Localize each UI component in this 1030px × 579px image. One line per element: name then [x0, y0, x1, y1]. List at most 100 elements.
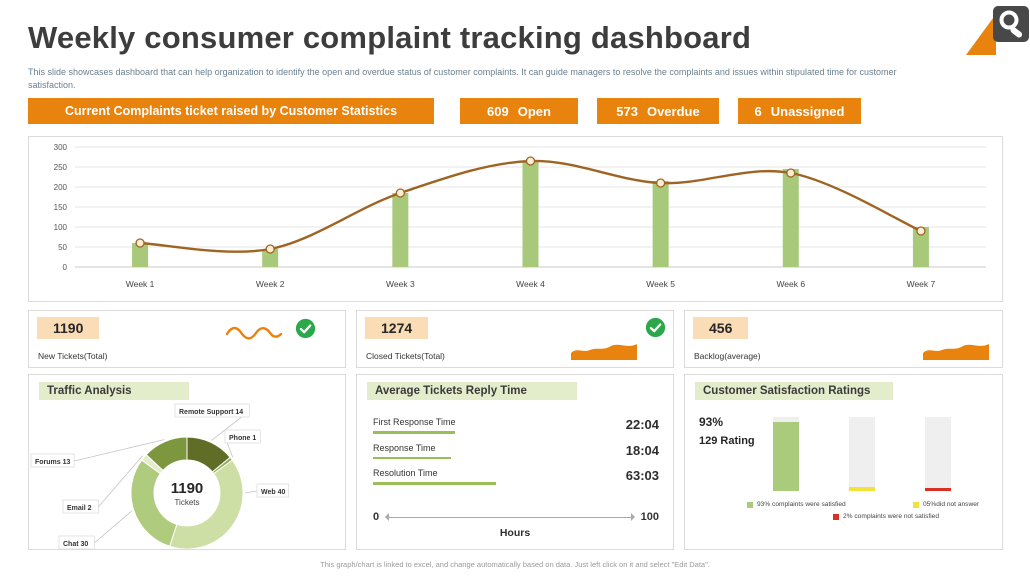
week-bar — [392, 193, 409, 267]
donut-center-label: Tickets — [174, 498, 199, 507]
svg-text:300: 300 — [54, 143, 68, 152]
satisfaction-bar-not-satisfied — [925, 417, 951, 491]
donut-label: Forums 13 — [35, 459, 71, 466]
scale-max-label: 100 — [640, 511, 659, 523]
open-label: Open — [517, 103, 551, 119]
donut-slice — [130, 459, 178, 547]
scale-line — [385, 513, 635, 521]
page-subtitle: This slide showcases dashboard that can … — [28, 67, 897, 90]
hours-axis-label: Hours — [499, 527, 531, 539]
unassigned-tickets-chip[interactable]: 6 Unassigned — [738, 98, 861, 124]
week-bar — [782, 169, 799, 267]
closed-tickets-label: Closed Tickets(Total) — [366, 351, 445, 361]
open-tickets-chip[interactable]: 609 Open — [460, 98, 578, 124]
trend-marker — [265, 244, 275, 254]
traffic-donut-chart: Remote Support 14 Phone 1 Web 40 Chat 30 Ema… — [30, 403, 289, 549]
new-tickets-value: 1190 — [37, 317, 100, 339]
reply-time-metric-label: Response Time — [373, 443, 451, 459]
satisfaction-bar-satisfied — [773, 417, 799, 491]
week-bar — [912, 227, 929, 267]
trend-marker — [135, 238, 145, 248]
reply-time-bar — [373, 482, 496, 485]
brand-logo — [966, 6, 1030, 61]
donut-label: Phone 1 — [229, 435, 256, 442]
backlog-card: 456 Backlog(average) — [684, 310, 1003, 368]
trend-marker — [525, 156, 536, 166]
reply-time-bar — [373, 456, 451, 459]
satisfaction-rating: 129 Rating — [699, 435, 755, 447]
reply-time-title: Average Tickets Reply Time — [367, 382, 577, 400]
new-tickets-label: New Tickets(Total) — [38, 351, 108, 361]
weekly-tickets-chart-svg: 0 50 100 150 200 250 300 Week 1 Week 2 Week 3 Week… — [54, 143, 986, 289]
legend-item: 93% complaints were satisfied — [747, 501, 897, 508]
reply-time-row: Resolution Time 63:03 — [373, 468, 659, 485]
svg-text:Week 2: Week 2 — [256, 279, 285, 289]
satisfaction-bar-did-not-answer — [849, 417, 875, 491]
page-title: Weekly consumer complaint tracking dashb… — [28, 20, 752, 55]
reply-time-value: 22:04 — [625, 417, 659, 432]
reply-time-metric-label: First Response Time — [373, 417, 456, 434]
closed-tickets-value: 1274 — [365, 317, 429, 339]
svg-text:150: 150 — [54, 203, 68, 212]
legend-swatch — [913, 501, 919, 508]
scale-min-label: 0 — [373, 511, 380, 523]
satisfaction-title: Customer Satisfaction Ratings — [695, 382, 893, 400]
week-bar — [262, 249, 279, 267]
svg-text:Week 7: Week 7 — [907, 279, 936, 289]
satisfaction-legend: 93% complaints were satisfied 05%did not … — [747, 501, 979, 525]
donut-slice — [145, 436, 188, 472]
traffic-analysis-panel[interactable]: Traffic Analysis Remote Support 14 Phone … — [28, 374, 346, 550]
reply-time-bar — [373, 431, 455, 434]
svg-text:100: 100 — [54, 223, 68, 232]
reply-time-value: 63:03 — [625, 468, 659, 483]
unassigned-count: 6 — [754, 103, 762, 119]
svg-text:250: 250 — [54, 163, 68, 172]
satisfaction-bars — [773, 417, 951, 491]
overdue-tickets-chip[interactable]: 573 Overdue — [597, 98, 719, 124]
week-bar — [652, 181, 669, 267]
svg-text:50: 50 — [58, 243, 67, 252]
donut-label: Email 2 — [67, 505, 92, 512]
satisfaction-panel[interactable]: Customer Satisfaction Ratings 93% 129 Ra… — [684, 374, 1003, 550]
legend-item: 2% complaints were not satisfied — [833, 513, 939, 520]
legend-swatch — [747, 501, 753, 508]
trend-marker — [655, 178, 666, 188]
open-count: 609 — [487, 103, 509, 119]
donut-slice — [169, 459, 244, 549]
trend-marker — [786, 168, 796, 178]
donut-label: Web 40 — [261, 489, 285, 496]
donut-label: Chat 30 — [63, 541, 88, 548]
magnifier-logo-icon — [966, 6, 1029, 55]
footer-note: This graph/chart is linked to excel, and… — [320, 560, 710, 569]
svg-text:Week 3: Week 3 — [386, 279, 415, 289]
weekly-tickets-chart[interactable]: 0 50 100 150 200 250 300 Week 1 Week 2 Week 3 Week… — [28, 136, 1003, 302]
reply-time-metric-label: Resolution Time — [373, 468, 496, 485]
trend-marker — [395, 188, 406, 198]
svg-text:200: 200 — [54, 183, 68, 192]
unassigned-label: Unassigned — [770, 103, 845, 119]
traffic-analysis-title: Traffic Analysis — [39, 382, 189, 400]
stats-banner[interactable]: Current Complaints ticket raised by Cust… — [28, 98, 434, 124]
check-icon — [295, 318, 316, 339]
area-sparkline-icon — [571, 344, 637, 360]
svg-text:Week 6: Week 6 — [776, 279, 805, 289]
area-sparkline-icon — [923, 344, 989, 360]
reply-time-panel[interactable]: Average Tickets Reply Time First Respons… — [356, 374, 674, 550]
donut-center-value: 1190 — [171, 480, 204, 497]
check-icon — [645, 317, 666, 338]
week-bar — [522, 161, 539, 267]
legend-swatch — [833, 513, 839, 520]
donut-label: Remote Support 14 — [179, 409, 243, 416]
svg-text:Week 1: Week 1 — [126, 279, 155, 289]
week-bar — [132, 243, 149, 267]
legend-item: 05%did not answer — [913, 501, 979, 508]
overdue-count: 573 — [616, 103, 638, 119]
reply-time-row: Response Time 18:04 — [373, 443, 659, 459]
backlog-value: 456 — [693, 317, 749, 339]
new-tickets-card: 1190 New Tickets(Total) — [28, 310, 346, 368]
reply-time-rows: First Response Time 22:04 Response Time 18:… — [373, 417, 659, 494]
svg-text:Week 4: Week 4 — [516, 279, 545, 289]
satisfaction-percent: 93% — [699, 415, 724, 429]
hours-scale: 0 100 — [373, 511, 659, 523]
svg-text:Week 5: Week 5 — [646, 279, 675, 289]
